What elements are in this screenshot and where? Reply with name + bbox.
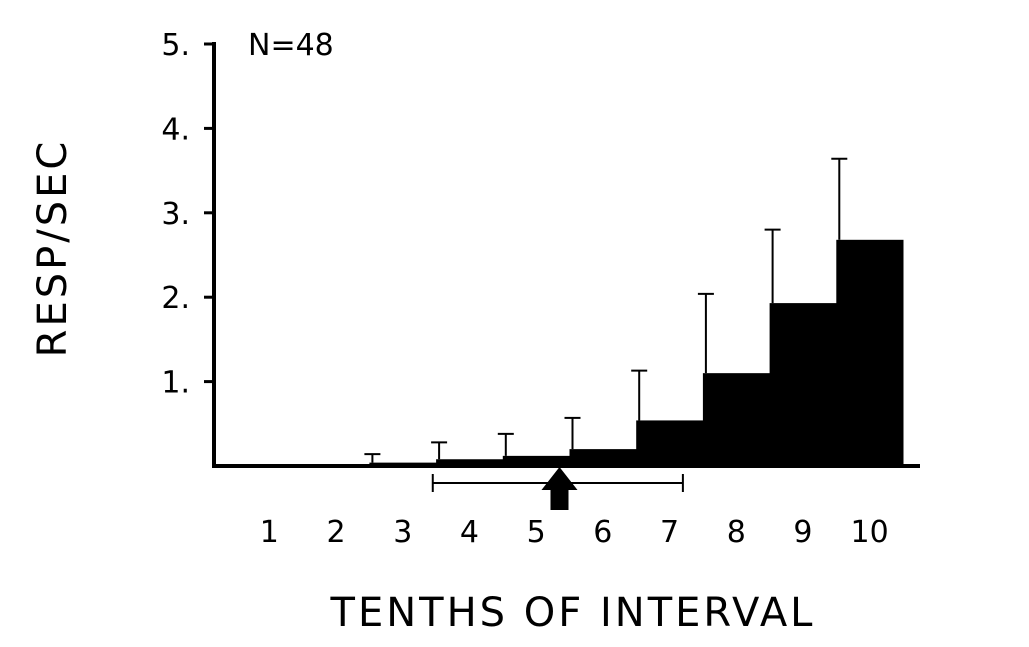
arrow-marker [541,467,578,510]
bar-7 [636,420,704,466]
x-tick-label: 8 [727,515,746,550]
y-tick-label: 4. [161,112,190,147]
y-tick-label: 2. [161,281,190,316]
x-tick-label: 7 [660,515,679,550]
x-tick-label: 4 [460,515,479,550]
x-tick-label: 5 [527,515,546,550]
error-bars [364,157,848,463]
interval-marker [431,467,684,510]
bar-5 [502,455,570,466]
y-ticks: 5. 4. 3. 2. 1. [161,28,214,401]
bar-4 [436,459,504,466]
bar-9 [769,303,837,466]
x-axis-title: TENTHS OF INTERVAL [330,590,816,636]
y-tick-label: 3. [161,197,190,232]
y-tick-label: 1. [161,366,190,401]
bar-10 [836,239,904,466]
axes [212,42,920,468]
x-tick-label: 2 [327,515,346,550]
x-tick-label: 1 [260,515,279,550]
y-axis-title: RESP/SEC [30,139,76,358]
bars [302,239,904,466]
x-tick-labels: 1 2 3 4 5 6 7 8 9 10 [260,515,889,550]
x-tick-label: 6 [593,515,612,550]
sample-size-annotation: N=48 [248,28,334,63]
bar-6 [569,449,637,466]
y-tick-label: 5. [161,28,190,63]
bar-8 [702,373,771,466]
x-tick-label: 10 [851,515,889,550]
x-tick-label: 9 [793,515,812,550]
x-tick-label: 3 [393,515,412,550]
